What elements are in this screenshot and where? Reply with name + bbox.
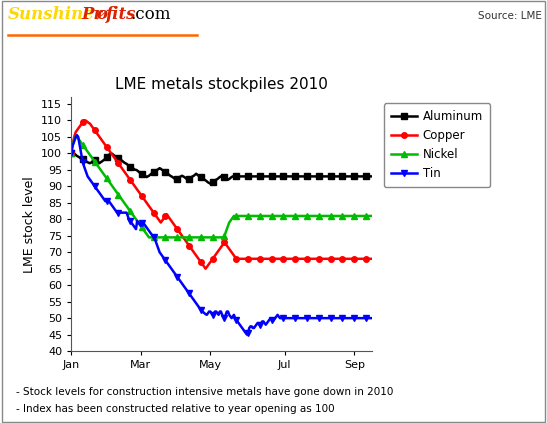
Tin: [200, 310, 207, 315]
Tin: [243, 332, 250, 337]
Aluminum: [207, 181, 214, 186]
Copper: [183, 240, 190, 245]
Copper: [180, 235, 187, 240]
Copper: [164, 212, 170, 217]
Text: ø: ø: [97, 6, 108, 23]
Nickel: [315, 214, 321, 219]
Tin: [68, 151, 74, 156]
Copper: [369, 256, 375, 261]
Aluminum: [164, 170, 170, 176]
Text: - Stock levels for construction intensive metals have gone down in 2010: - Stock levels for construction intensiv…: [16, 387, 394, 397]
Line: Tin: Tin: [68, 132, 375, 338]
Tin: [218, 309, 224, 314]
Line: Nickel: Nickel: [68, 134, 375, 240]
Text: Source: LME: Source: LME: [478, 11, 542, 21]
Nickel: [185, 235, 191, 240]
Tin: [183, 288, 190, 293]
Title: LME metals stockpiles 2010: LME metals stockpiles 2010: [115, 77, 328, 92]
Copper: [202, 266, 209, 271]
Text: .com: .com: [130, 6, 171, 23]
Nickel: [73, 135, 79, 140]
Line: Copper: Copper: [68, 118, 375, 272]
Copper: [81, 118, 88, 123]
Copper: [219, 243, 225, 248]
Legend: Aluminum, Copper, Nickel, Tin: Aluminum, Copper, Nickel, Tin: [384, 103, 490, 187]
Aluminum: [180, 174, 187, 179]
Nickel: [146, 235, 152, 240]
Tin: [180, 283, 187, 288]
Tin: [74, 133, 80, 138]
Aluminum: [68, 151, 74, 156]
Nickel: [201, 235, 208, 240]
Y-axis label: LME stock level: LME stock level: [22, 176, 36, 272]
Nickel: [219, 235, 225, 240]
Nickel: [369, 214, 375, 219]
Nickel: [68, 151, 74, 156]
Copper: [68, 151, 74, 156]
Line: Aluminum: Aluminum: [68, 150, 375, 187]
Text: fits: fits: [106, 6, 137, 23]
Nickel: [165, 235, 171, 240]
Aluminum: [183, 176, 190, 181]
Aluminum: [200, 176, 207, 181]
Aluminum: [315, 174, 321, 179]
Aluminum: [219, 173, 225, 178]
Text: - Index has been constructed relative to year opening as 100: - Index has been constructed relative to…: [16, 404, 335, 414]
Aluminum: [369, 174, 375, 179]
Aluminum: [69, 151, 75, 156]
Tin: [164, 260, 170, 265]
Copper: [200, 263, 207, 268]
Nickel: [181, 235, 188, 240]
Text: Sunshine: Sunshine: [8, 6, 95, 23]
Copper: [315, 256, 321, 261]
Tin: [369, 316, 375, 321]
Text: Pr: Pr: [81, 6, 102, 23]
Tin: [315, 316, 321, 321]
